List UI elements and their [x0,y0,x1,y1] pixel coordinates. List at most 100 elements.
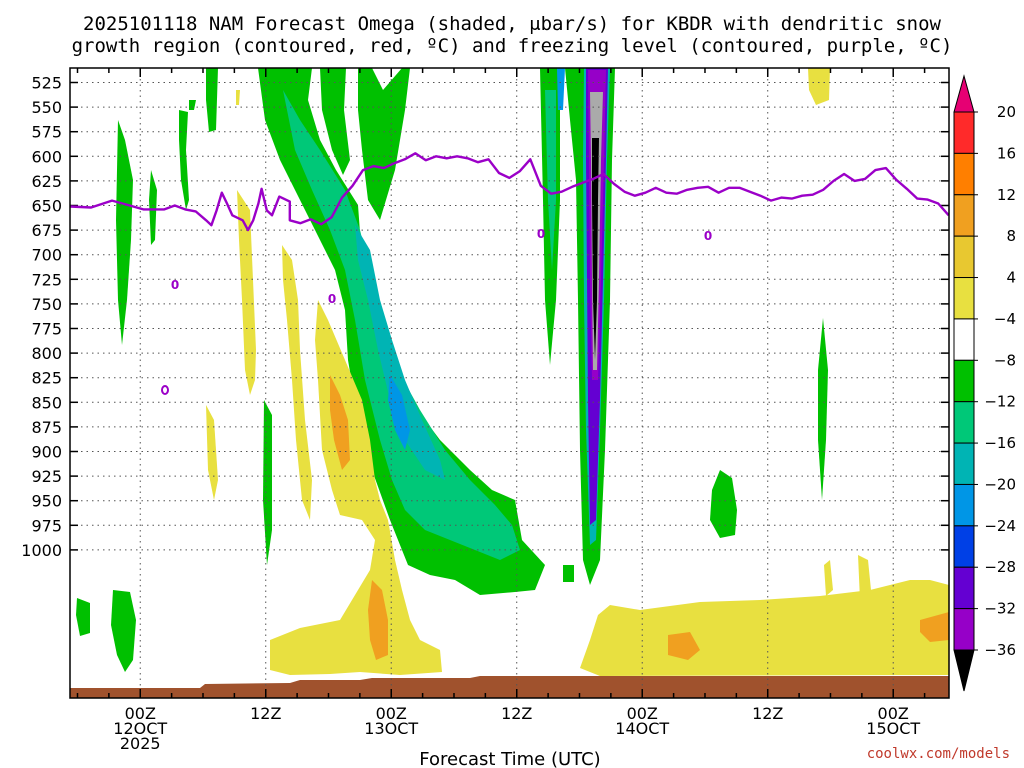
omega-shade-green [206,68,218,132]
credit-text: coolwx.com/models [867,746,1010,762]
pressure-tick-label: 550 [31,98,62,117]
time-tick-label: 00Z [125,704,156,723]
pressure-tick-label: 875 [31,418,62,437]
omega-shade-blue [388,375,410,450]
time-tick-label: 2025 [120,734,161,753]
pressure-tick-label: 900 [31,443,62,462]
pressure-tick-label: 725 [31,270,62,289]
omega-shade-gold [330,375,350,470]
colorbar-segment [953,359,975,403]
freezing-level-line [70,152,950,232]
freezing-level-label: 0 [704,229,712,243]
pressure-tick-label: 750 [31,295,62,314]
colorbar-label: −8 [994,351,1016,369]
colorbar-label: −4 [994,310,1016,328]
pressure-tick-label: 700 [31,246,62,265]
omega-shading [70,68,949,698]
omega-shade-green [563,565,574,582]
pressure-tick-label: 650 [31,197,62,216]
freezing-level-small-contour [161,385,169,395]
time-tick-label: 12Z [501,704,532,723]
colorbar-bottom-arrow [953,649,975,692]
colorbar-segment [953,235,975,279]
pressure-tick-label: 975 [31,516,62,535]
omega-shade-green [320,68,350,175]
colorbar-segment [953,194,975,237]
omega-shade-green [116,120,133,345]
time-tick-label: 00Z [376,704,407,723]
omega-shade-green [111,590,136,672]
colorbar-label: −20 [984,475,1016,493]
x-axis-title: Forecast Time (UTC) [419,749,600,768]
omega-shade-green [263,400,272,565]
colorbar-segment [953,608,975,651]
colorbar-label: −12 [984,393,1016,411]
omega-shade-green [710,470,737,538]
colorbar-segment [953,277,975,320]
plot-frame [69,67,950,699]
pressure-tick-label: 675 [31,221,62,240]
pressure-tick-label: 850 [31,393,62,412]
freezing-level-label: 0 [328,292,336,306]
colorbar-label: −24 [984,517,1016,535]
colorbar-segment [953,483,975,527]
time-tick-label: 15OCT [866,719,920,738]
omega-shade-teal [545,90,556,270]
colorbar-segment [953,111,975,154]
time-tick-label: 13OCT [364,719,418,738]
freezing-level-label: 0 [537,227,545,241]
omega-shade-gold [920,612,949,642]
pressure-tick-label: 1000 [21,541,62,560]
omega-shade-yellow [270,300,442,675]
omega-shade-green [179,110,189,210]
terrain-fill [70,676,949,698]
colorbar-label: −16 [984,434,1016,452]
omega-shade-yellow [237,190,256,395]
chart-title-line1: 2025101118 NAM Forecast Omega (shaded, μ… [83,13,941,35]
pressure-tick-label: 925 [31,467,62,486]
colorbar-label: −32 [984,600,1016,618]
colorbar-label: −36 [984,641,1016,659]
pressure-tick-label: 600 [31,147,62,166]
colorbar-top-arrow [953,74,975,113]
pressure-tick-label: 525 [31,74,62,93]
colorbar-segment [953,442,975,485]
omega-shade-yellow [282,245,312,520]
pressure-tick-label: 625 [31,172,62,191]
omega-shade-green [818,318,828,500]
time-tick-label: 12Z [250,704,281,723]
colorbar-segment [953,318,975,361]
freezing-level-labels: 0 0 0 0 [171,227,712,306]
omega-shade-yellow [206,405,218,500]
colorbar-label: 12 [997,186,1016,204]
colorbar-label: 8 [1006,227,1016,245]
colorbar-label: 16 [997,144,1016,162]
plot-area [70,68,949,698]
colorbar-segment [953,566,975,610]
chart-title-line2: growth region (contoured, red, ºC) and f… [72,35,953,57]
time-tick-label: 12OCT [113,719,167,738]
colorbar-label: −28 [984,558,1016,576]
time-tick-label: 14OCT [615,719,669,738]
pressure-tick-label: 950 [31,492,62,511]
pressure-tick-label: 575 [31,123,62,142]
pressure-tick-label: 825 [31,369,62,388]
omega-shade-gold [368,580,388,660]
freezing-level-label: 0 [171,278,179,292]
time-tick-label: 00Z [878,704,909,723]
omega-shade-gold [668,632,700,660]
omega-shade-blue [557,68,565,110]
omega-shade-yellow [808,68,830,105]
time-tick-label: 00Z [627,704,658,723]
colorbar-label: 4 [1006,269,1016,287]
grid-lines [70,68,949,698]
omega-shade-green [149,170,157,245]
omega-shade-yellow [236,90,240,105]
time-tick-label: 12Z [752,704,783,723]
omega-shade-teal [283,90,520,560]
omega-shade-green [76,598,90,636]
omega-shade-yellow [824,560,833,596]
pressure-axis: 525 550 575 600 625 650 675 700 725 750 775 800 825 8… [21,74,949,560]
